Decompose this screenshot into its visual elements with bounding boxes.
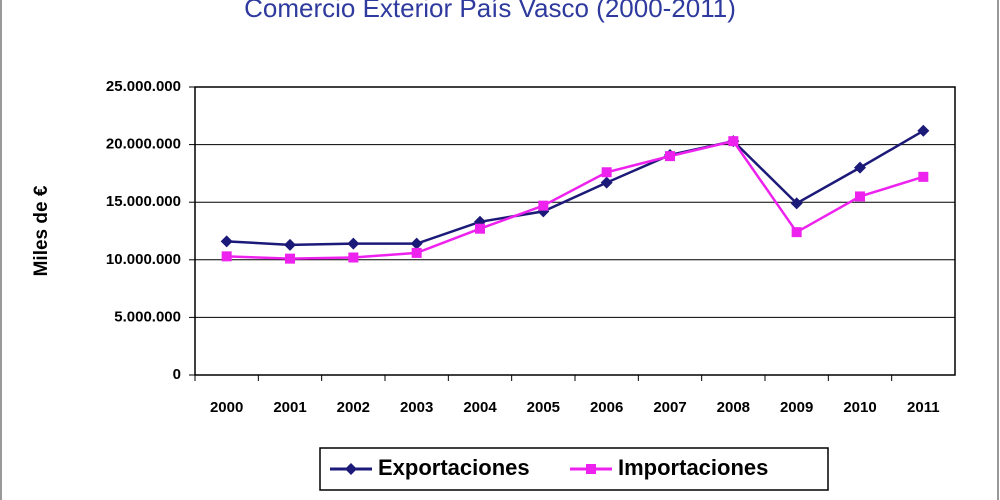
- point: [790, 197, 803, 210]
- y-axis-label: Miles de €: [31, 185, 52, 276]
- x-tick-label: 2009: [780, 399, 813, 416]
- x-tick-label: 2007: [653, 399, 686, 416]
- x-tick-label: 2003: [400, 399, 433, 416]
- x-tick-label: 2011: [907, 399, 940, 416]
- point: [411, 247, 422, 258]
- point: [917, 124, 930, 137]
- x-tick-label: 2010: [843, 399, 876, 416]
- chart-title: Comercio Exterior País Vasco (2000-2011): [244, 0, 736, 23]
- point: [538, 200, 549, 211]
- point: [285, 253, 295, 264]
- point: [728, 136, 739, 147]
- x-tick-label: 2008: [717, 399, 750, 416]
- legend-label: Importaciones: [618, 455, 768, 480]
- point: [855, 191, 865, 202]
- x-tick-label: 2005: [527, 399, 560, 416]
- point: [345, 463, 357, 475]
- plot-area: [194, 86, 956, 376]
- x-tick-label: 2000: [210, 399, 243, 416]
- point: [410, 237, 423, 250]
- point: [220, 235, 233, 248]
- point: [284, 238, 296, 251]
- point: [854, 161, 866, 174]
- point: [348, 252, 359, 263]
- x-tick-label: 2004: [463, 399, 497, 416]
- x-tick-label: 2001: [273, 399, 306, 416]
- x-tick-label: 2002: [337, 399, 370, 416]
- point: [665, 151, 675, 162]
- y-tick-label: 5.000.000: [114, 308, 181, 325]
- y-tick-label: 20.000.000: [106, 136, 181, 153]
- point: [600, 176, 613, 189]
- y-tick-label: 25.000.000: [106, 78, 181, 95]
- legend-label: Exportaciones: [378, 455, 530, 480]
- series-line: [226, 129, 924, 247]
- y-tick-label: 15.000.000: [106, 193, 181, 210]
- series-line: [226, 139, 924, 260]
- point: [601, 167, 612, 178]
- y-tick-label: 10.000.000: [106, 251, 181, 268]
- point: [791, 227, 802, 238]
- point: [586, 464, 596, 474]
- point: [221, 251, 232, 262]
- point: [918, 171, 929, 182]
- y-tick-label: 0: [173, 366, 181, 383]
- point: [475, 223, 485, 234]
- x-tick-label: 2006: [590, 399, 623, 416]
- point: [347, 237, 360, 250]
